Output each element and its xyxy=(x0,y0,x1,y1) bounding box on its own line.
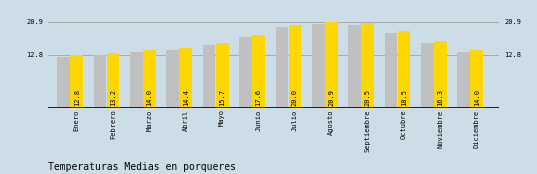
Text: 15.7: 15.7 xyxy=(219,89,225,106)
Text: 13.2: 13.2 xyxy=(110,89,116,106)
Text: 18.5: 18.5 xyxy=(401,89,407,106)
Bar xyxy=(275,27,288,108)
Bar xyxy=(130,52,143,108)
Bar xyxy=(143,50,156,108)
Bar xyxy=(107,53,119,108)
Bar xyxy=(179,48,192,108)
Text: 14.4: 14.4 xyxy=(183,89,189,106)
Bar xyxy=(312,24,325,108)
Bar xyxy=(434,41,447,108)
Text: 20.0: 20.0 xyxy=(292,89,298,106)
Text: Temperaturas Medias en porqueres: Temperaturas Medias en porqueres xyxy=(48,162,236,172)
Bar xyxy=(458,52,470,108)
Text: 20.5: 20.5 xyxy=(365,89,371,106)
Text: 12.8: 12.8 xyxy=(74,89,79,106)
Bar xyxy=(252,35,265,108)
Bar xyxy=(216,43,229,108)
Bar xyxy=(166,50,179,108)
Bar xyxy=(288,25,301,108)
Text: 14.0: 14.0 xyxy=(474,89,480,106)
Bar xyxy=(421,43,434,108)
Bar xyxy=(239,37,252,108)
Bar xyxy=(93,55,106,108)
Bar xyxy=(349,25,361,108)
Text: 20.9: 20.9 xyxy=(328,89,335,106)
Bar xyxy=(203,45,215,108)
Bar xyxy=(470,50,483,108)
Bar xyxy=(361,23,374,108)
Text: 14.0: 14.0 xyxy=(147,89,153,106)
Bar xyxy=(398,31,410,108)
Bar xyxy=(70,55,83,108)
Text: 16.3: 16.3 xyxy=(438,89,444,106)
Bar xyxy=(57,57,70,108)
Text: 17.6: 17.6 xyxy=(256,89,262,106)
Bar xyxy=(325,22,338,108)
Bar xyxy=(384,33,397,108)
